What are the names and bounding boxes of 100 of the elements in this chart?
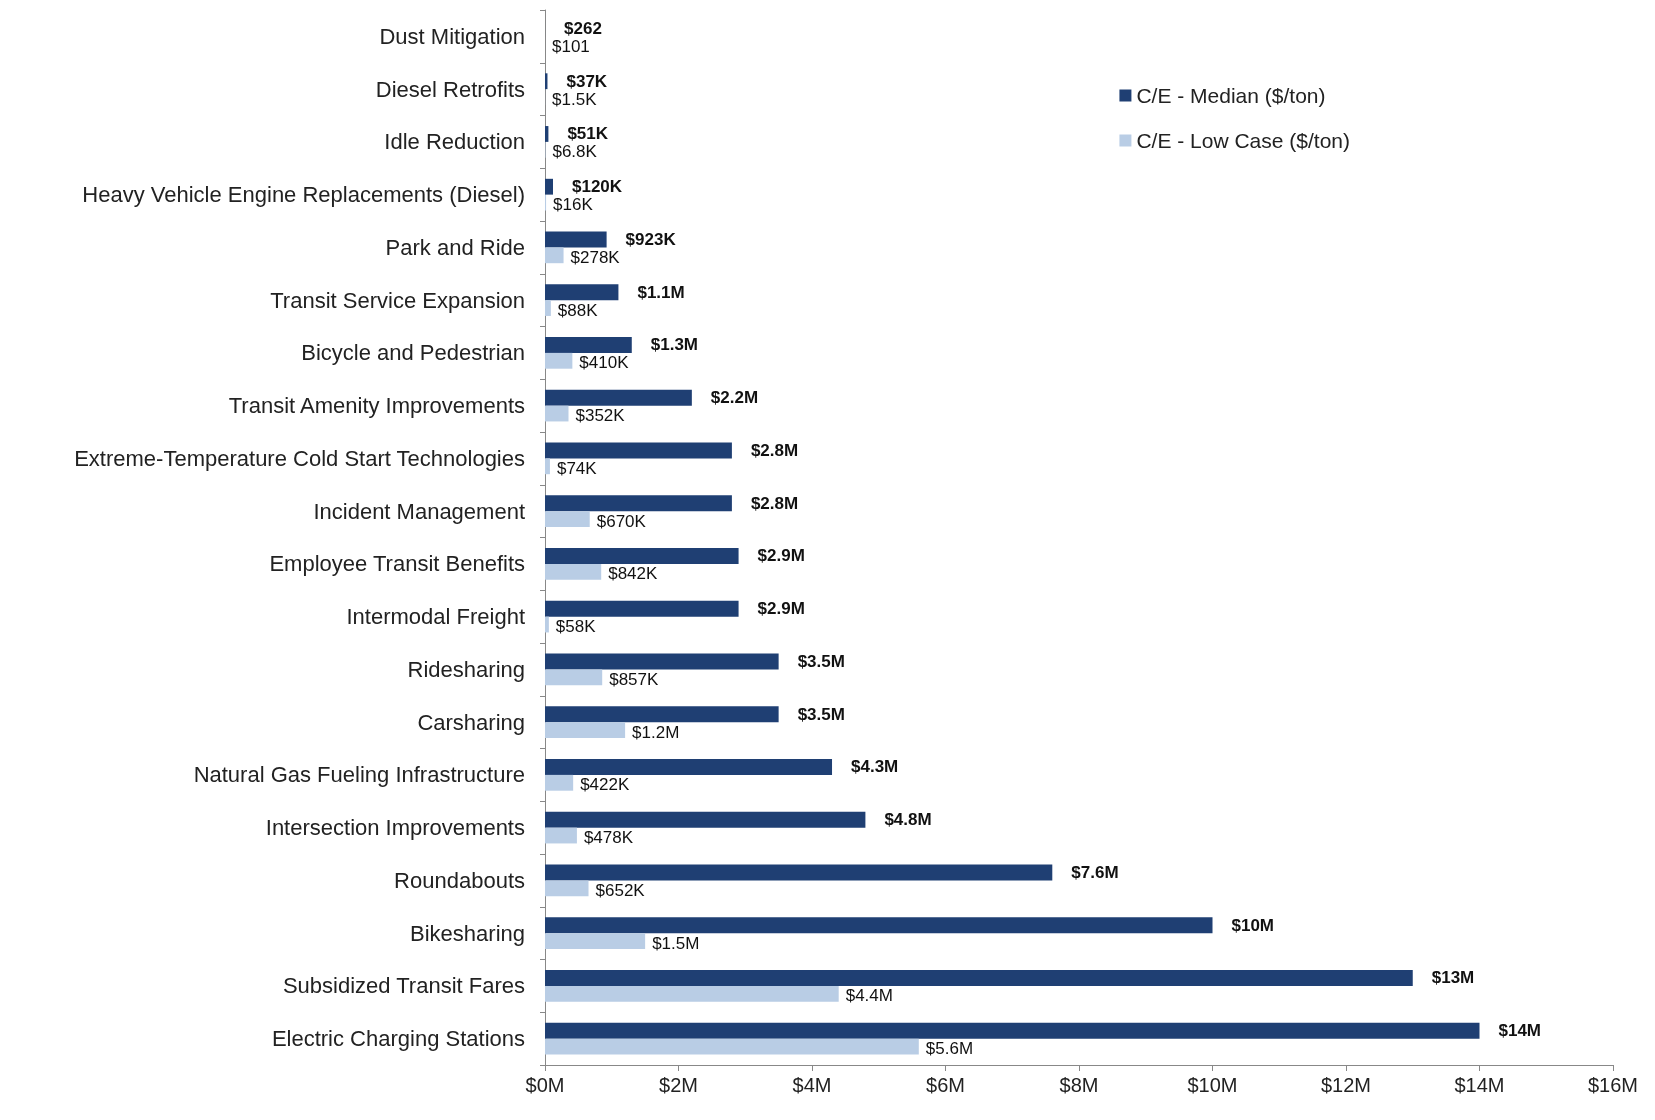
- y-tick-label: Diesel Retrofits: [375, 76, 525, 102]
- bar: [545, 600, 739, 617]
- y-tick-label: Subsidized Transit Fares: [282, 973, 525, 999]
- bar: [545, 880, 589, 897]
- bar: [545, 774, 574, 791]
- data-label: $857K: [609, 669, 660, 689]
- bar: [545, 511, 590, 527]
- x-tick-label: $4M: [792, 1074, 832, 1096]
- data-label: $10M: [1231, 915, 1275, 935]
- bar: [545, 231, 607, 248]
- bar: [545, 970, 1413, 986]
- data-label: $4.4M: [845, 986, 893, 1006]
- legend-label: C/E - Low Case ($/ton): [1136, 129, 1351, 152]
- data-label: $3.5M: [797, 651, 845, 671]
- y-tick-label: Natural Gas Fueling Infrastructure: [193, 762, 525, 788]
- data-label: $410K: [579, 353, 630, 373]
- data-label: $1.5K: [552, 89, 598, 109]
- y-tick-label: Intermodal Freight: [346, 604, 525, 630]
- bar: [545, 616, 549, 633]
- data-label: $16K: [553, 195, 594, 215]
- bar: [545, 548, 739, 564]
- x-tick-label: $16M: [1587, 1074, 1639, 1096]
- bar: [545, 458, 550, 475]
- data-label: $1.5M: [652, 933, 700, 953]
- data-label: $1.2M: [632, 722, 680, 742]
- data-label: $7.6M: [1071, 862, 1119, 882]
- data-label: $37K: [566, 71, 608, 91]
- data-label: $478K: [583, 828, 634, 848]
- data-label: $3.5M: [797, 704, 845, 724]
- bar: [545, 722, 626, 738]
- y-tick-label: Carsharing: [417, 709, 525, 735]
- bar: [545, 563, 602, 580]
- bar: [545, 985, 839, 1002]
- bar: [545, 337, 632, 353]
- bar: [545, 1038, 919, 1055]
- data-label: $1.1M: [637, 282, 685, 302]
- data-label: $2.8M: [750, 493, 799, 513]
- bar: [545, 352, 573, 369]
- data-label: $670K: [596, 511, 647, 531]
- data-label: $14M: [1498, 1021, 1542, 1041]
- bar: [545, 495, 732, 512]
- bar: [545, 442, 732, 459]
- data-label: $58K: [555, 617, 597, 637]
- y-tick-label: Transit Amenity Improvements: [228, 393, 525, 419]
- y-tick-label: Heavy Vehicle Engine Replacements (Diesel): [82, 182, 525, 208]
- bar: [545, 917, 1213, 934]
- bar: [545, 389, 692, 406]
- data-label: $120K: [572, 177, 623, 197]
- legend-label: C/E - Median ($/ton): [1136, 84, 1326, 107]
- bar: [545, 247, 564, 264]
- y-tick-label: Bikesharing: [410, 920, 525, 946]
- x-tick-label: $14M: [1454, 1074, 1505, 1096]
- data-label: $4.3M: [851, 757, 899, 777]
- data-label: $422K: [580, 775, 630, 795]
- y-tick-label: Intersection Improvements: [265, 815, 525, 841]
- data-label: $101: [552, 36, 590, 56]
- bar: [545, 405, 569, 422]
- x-tick-label: $0M: [525, 1074, 565, 1096]
- data-label: $2.8M: [750, 440, 799, 460]
- bar: [545, 706, 779, 723]
- data-label: $352K: [575, 406, 626, 426]
- bar: [545, 759, 833, 775]
- data-label: $13M: [1431, 968, 1475, 988]
- data-label: $262: [564, 18, 602, 38]
- x-tick-label: $10M: [1187, 1074, 1238, 1096]
- y-tick-label: Extreme-Temperature Cold Start Technologies: [74, 445, 525, 471]
- data-label: $2.9M: [757, 546, 805, 566]
- y-tick-label: Idle Reduction: [384, 129, 525, 155]
- y-tick-label: Electric Charging Stations: [271, 1026, 525, 1052]
- data-label: $923K: [625, 229, 677, 249]
- bar: [545, 178, 554, 195]
- bar: [545, 811, 866, 828]
- bar: [545, 933, 646, 949]
- data-label: $2.2M: [710, 388, 759, 408]
- y-tick-label: Roundabouts: [394, 867, 525, 893]
- x-tick-label: $2M: [659, 1074, 698, 1096]
- x-tick-label: $12M: [1320, 1074, 1372, 1096]
- y-tick-label: Park and Ride: [385, 234, 525, 260]
- y-tick-label: Ridesharing: [407, 656, 525, 682]
- y-tick-label: Dust Mitigation: [379, 23, 525, 49]
- y-tick-label: Incident Management: [313, 498, 525, 524]
- data-label: $4.8M: [884, 810, 932, 830]
- data-label: $51K: [567, 124, 609, 144]
- bar: [545, 827, 577, 844]
- x-tick-label: $8M: [1059, 1074, 1099, 1096]
- y-tick-label: Bicycle and Pedestrian: [301, 340, 525, 366]
- y-tick-label: Employee Transit Benefits: [269, 551, 525, 577]
- data-label: $5.6M: [925, 1039, 974, 1059]
- y-tick-label: Transit Service Expansion: [270, 287, 525, 313]
- bar: [545, 300, 551, 316]
- data-label: $88K: [557, 300, 599, 320]
- data-label: $74K: [556, 458, 598, 478]
- bar: [545, 653, 779, 670]
- data-label: $6.8K: [552, 142, 598, 162]
- data-label: $2.9M: [757, 599, 805, 619]
- data-label: $652K: [595, 880, 646, 900]
- bar: [545, 1022, 1480, 1039]
- data-label: $278K: [570, 247, 621, 267]
- x-tick-label: $6M: [926, 1074, 965, 1096]
- bar: [545, 864, 1053, 881]
